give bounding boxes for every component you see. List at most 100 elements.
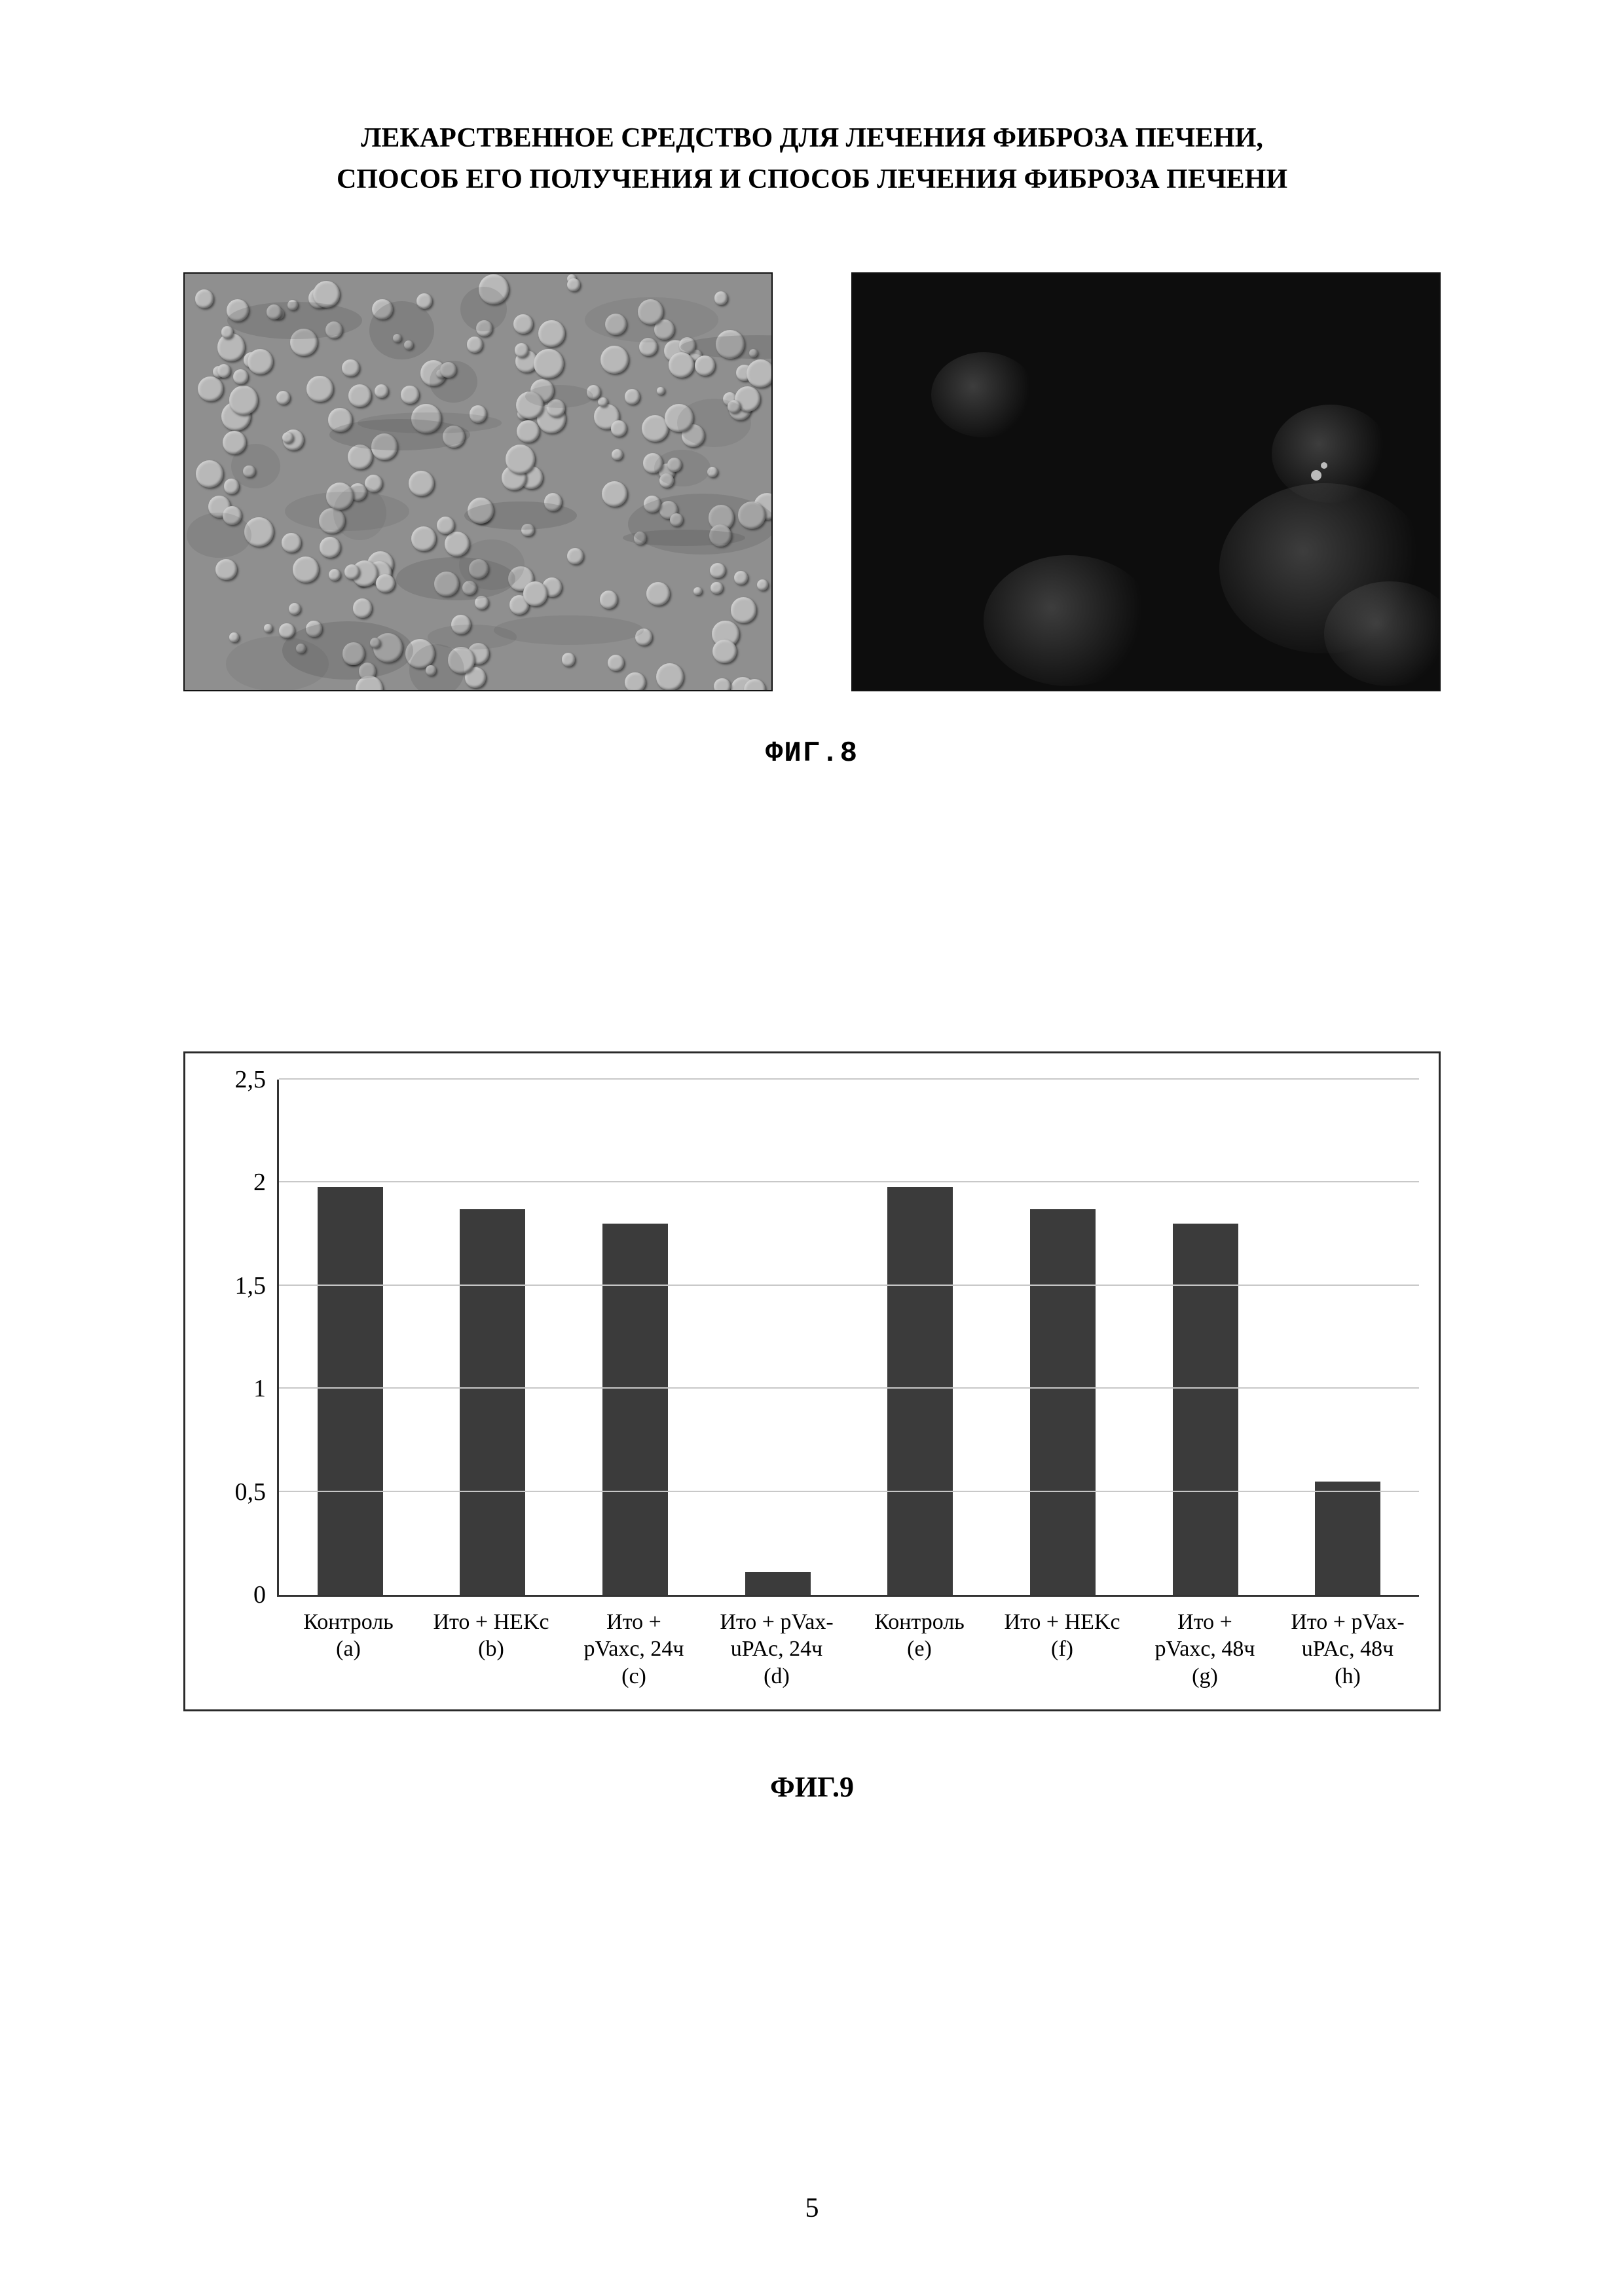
x-tick-label: Ито + pVax-uPAc, 24ч(d) bbox=[705, 1609, 848, 1690]
smudge bbox=[430, 361, 477, 403]
bright-spot bbox=[1321, 462, 1327, 469]
speckle bbox=[657, 387, 665, 395]
speckle bbox=[375, 384, 388, 398]
speckle bbox=[695, 355, 715, 376]
y-tick-label: 1,5 bbox=[235, 1271, 267, 1300]
speckle bbox=[342, 359, 360, 377]
speckle bbox=[329, 569, 341, 581]
speckle bbox=[233, 369, 248, 384]
speckle bbox=[523, 581, 548, 606]
smudge bbox=[282, 621, 413, 680]
figure-8-left-micrograph bbox=[183, 272, 773, 691]
y-tick-label: 2 bbox=[253, 1168, 266, 1197]
speckle bbox=[401, 386, 419, 404]
speckle bbox=[611, 420, 627, 437]
speckle bbox=[195, 289, 214, 308]
speckle bbox=[198, 376, 223, 402]
speckle bbox=[600, 346, 629, 374]
smudge bbox=[677, 399, 751, 447]
speckle bbox=[562, 653, 576, 666]
bar-slot bbox=[279, 1080, 422, 1595]
speckle bbox=[248, 349, 273, 374]
bar bbox=[887, 1187, 953, 1595]
speckle bbox=[731, 597, 756, 623]
figure-8-panels bbox=[183, 272, 1441, 691]
speckle bbox=[229, 632, 239, 642]
speckle bbox=[602, 481, 627, 507]
bar bbox=[1315, 1482, 1380, 1595]
speckle bbox=[353, 598, 372, 617]
bar-slot bbox=[707, 1080, 849, 1595]
x-tick-label: Контроль(a) bbox=[277, 1609, 420, 1690]
speckle bbox=[513, 314, 533, 334]
x-tick-label: Ито +pVaxc, 48ч(g) bbox=[1134, 1609, 1276, 1690]
speckle bbox=[567, 278, 580, 291]
speckle bbox=[646, 582, 670, 606]
smudge bbox=[628, 494, 773, 555]
x-axis-labels: Контроль(a)Ито + HEKc(b)Ито +pVaxc, 24ч(… bbox=[277, 1609, 1419, 1690]
bar-group bbox=[279, 1080, 1419, 1595]
speckle bbox=[264, 624, 272, 632]
speckle bbox=[612, 449, 623, 460]
speckle bbox=[538, 320, 565, 347]
x-tick-label: Контроль(e) bbox=[848, 1609, 991, 1690]
cell-smear bbox=[1324, 581, 1441, 686]
smudge bbox=[329, 419, 470, 450]
bar bbox=[1173, 1224, 1238, 1595]
speckle bbox=[598, 397, 607, 407]
speckle bbox=[348, 384, 371, 407]
cell-smear bbox=[1272, 405, 1390, 503]
speckle bbox=[217, 364, 231, 377]
cell-smear bbox=[931, 352, 1036, 437]
speckle bbox=[600, 591, 618, 609]
speckle bbox=[437, 517, 454, 534]
speckle bbox=[567, 548, 583, 564]
page-title: ЛЕКАРСТВЕННОЕ СРЕДСТВО ДЛЯ ЛЕЧЕНИЯ ФИБРО… bbox=[183, 118, 1441, 200]
speckle bbox=[747, 359, 773, 388]
plot-area: 00,511,522,5 bbox=[277, 1080, 1419, 1597]
x-tick-label: Ито + HEKc(f) bbox=[991, 1609, 1134, 1690]
speckle bbox=[515, 343, 529, 357]
bar-slot bbox=[422, 1080, 564, 1595]
x-tick-label: Ито + pVax-uPAc, 48ч(h) bbox=[1276, 1609, 1419, 1690]
smudge bbox=[187, 513, 251, 558]
speckle bbox=[734, 571, 748, 585]
bar-slot bbox=[849, 1080, 992, 1595]
speckle bbox=[282, 533, 301, 553]
x-tick-label: Ито + HEKc(b) bbox=[420, 1609, 563, 1690]
speckle bbox=[376, 574, 395, 593]
speckle bbox=[196, 460, 223, 488]
bar bbox=[745, 1572, 811, 1595]
smudge bbox=[585, 297, 718, 342]
figure-9-chart: 00,511,522,5 Контроль(a)Ито + HEKc(b)Ито… bbox=[183, 1051, 1441, 1711]
smudge bbox=[333, 486, 386, 540]
chart-inner: 00,511,522,5 Контроль(a)Ито + HEKc(b)Ито… bbox=[205, 1080, 1419, 1690]
smudge bbox=[525, 385, 593, 408]
figure-9-caption: ФИГ.9 bbox=[183, 1770, 1441, 1804]
speckle bbox=[293, 556, 318, 582]
speckle bbox=[625, 672, 645, 691]
bar-slot bbox=[1276, 1080, 1419, 1595]
speckle bbox=[289, 603, 301, 615]
speckle bbox=[757, 579, 768, 591]
speckle bbox=[693, 587, 701, 595]
page-number: 5 bbox=[0, 2193, 1624, 2224]
bar bbox=[318, 1187, 383, 1595]
speckle bbox=[320, 537, 341, 558]
bar-slot bbox=[564, 1080, 707, 1595]
y-tick-label: 0 bbox=[253, 1580, 266, 1609]
bar-slot bbox=[1134, 1080, 1277, 1595]
speckle bbox=[221, 326, 233, 338]
bar bbox=[460, 1209, 525, 1595]
smudge bbox=[428, 625, 517, 649]
smudge bbox=[409, 644, 464, 691]
smudge bbox=[231, 444, 280, 488]
speckle bbox=[411, 526, 436, 551]
smudge bbox=[227, 302, 362, 339]
y-tick-label: 1 bbox=[253, 1374, 266, 1403]
speckle bbox=[215, 559, 236, 580]
cell-smear bbox=[984, 555, 1154, 686]
title-line-2: СПОСОБ ЕГО ПОЛУЧЕНИЯ И СПОСОБ ЛЕЧЕНИЯ ФИ… bbox=[183, 159, 1441, 200]
smudge bbox=[494, 615, 644, 645]
title-line-1: ЛЕКАРСТВЕННОЕ СРЕДСТВО ДЛЯ ЛЕЧЕНИЯ ФИБРО… bbox=[183, 118, 1441, 159]
